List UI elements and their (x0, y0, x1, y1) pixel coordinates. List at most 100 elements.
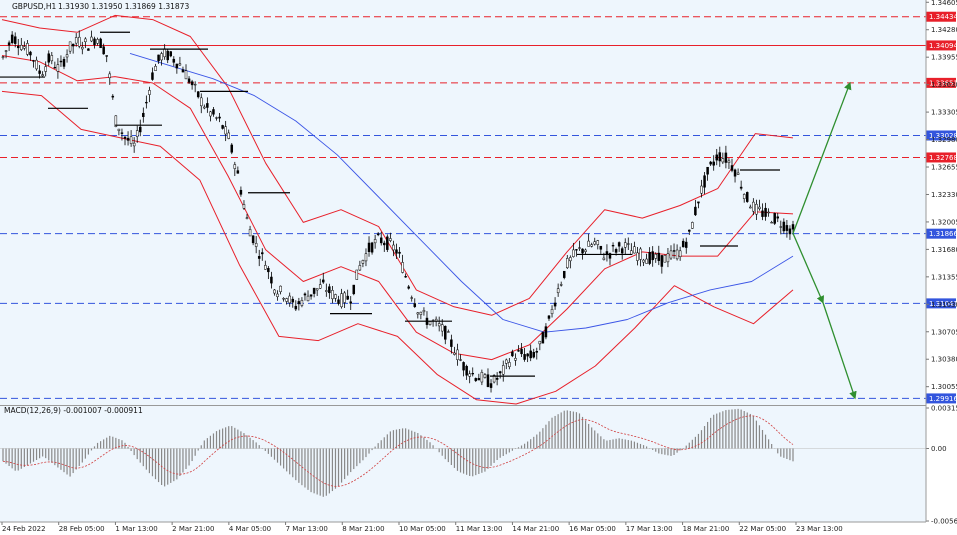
price-tick-label: 1.31355 (931, 273, 957, 281)
candle-body (346, 295, 349, 300)
candle-body (132, 142, 136, 147)
candle-body (233, 164, 237, 169)
candle-body (651, 251, 654, 261)
candle-body (273, 289, 276, 294)
candle-body (666, 253, 670, 263)
candle-body (29, 51, 32, 56)
price-tick-label: 1.32980 (931, 136, 957, 144)
candle-body (501, 365, 505, 375)
candle-body (498, 371, 502, 374)
candle-body (84, 38, 87, 42)
candle-body (221, 125, 224, 129)
price-tick-label: 1.33955 (931, 54, 957, 62)
time-tick-label: 28 Feb 05:00 (59, 525, 105, 533)
candle-body (758, 206, 761, 209)
candle-body (718, 152, 722, 162)
candle-body (267, 268, 270, 273)
candle-body (224, 126, 227, 135)
candle-body (648, 251, 651, 264)
candle-body (383, 242, 386, 246)
candle-body (376, 233, 380, 236)
level-label: 1.33028 (929, 132, 957, 140)
candle-body (733, 169, 737, 177)
candle-body (456, 349, 459, 360)
level-label-box (926, 393, 956, 404)
candle-body (367, 242, 371, 252)
time-tick-label: 2 Mar 21:00 (172, 525, 214, 533)
time-tick-label: 22 Mar 05:00 (739, 525, 786, 533)
level-label-box (926, 77, 956, 88)
candle-body (767, 211, 770, 214)
candle-body (206, 103, 209, 108)
candle-body (492, 375, 496, 383)
candle-body (483, 374, 487, 378)
candle-body (151, 72, 154, 80)
candle-body (142, 112, 145, 117)
candle-body (761, 210, 764, 217)
time-tick-label: 10 Mar 05:00 (399, 525, 446, 533)
candle-body (703, 175, 706, 188)
candle-body (245, 217, 249, 219)
candle-body (117, 128, 121, 131)
candle-body (123, 136, 127, 139)
candle-body (675, 249, 679, 260)
candle-body (129, 136, 133, 144)
candle-body (752, 201, 755, 212)
candle-body (462, 362, 465, 371)
candle-body (410, 297, 413, 299)
candle-body (163, 48, 166, 58)
candle-body (93, 38, 96, 46)
candle-body (562, 270, 566, 278)
symbol-timeframe: GBPUSD,H1 (12, 2, 57, 11)
candle-body (257, 256, 261, 259)
candle-body (422, 310, 426, 313)
candle-body (617, 242, 621, 247)
macd-layer: 0.003158 0.00 -0.005652 (0, 405, 957, 526)
candle-body (486, 374, 490, 387)
candle-body (56, 64, 60, 72)
candle-body (71, 43, 75, 47)
candle-body (17, 45, 20, 49)
candle-body (349, 301, 352, 304)
candle-body (242, 204, 246, 209)
candle-body (730, 165, 734, 171)
candle-body (370, 242, 374, 253)
time-tick-label: 4 Mar 05:00 (229, 525, 271, 533)
candle-body (212, 109, 215, 115)
candle-body (639, 248, 642, 260)
forecast-arrow (822, 302, 857, 400)
candle-body (38, 70, 41, 74)
moving-average (129, 52, 794, 333)
candle-body (389, 238, 392, 241)
candle-body (230, 144, 234, 153)
arrows-layer (792, 81, 857, 400)
candle-body (770, 222, 773, 224)
candle-body (590, 244, 593, 247)
price-tick-label: 1.34280 (931, 26, 957, 34)
level-label: 1.31866 (929, 230, 957, 238)
candle-body (50, 55, 54, 62)
bollinger-upper (1, 14, 794, 316)
candle-body (35, 59, 38, 70)
candle-body (169, 51, 173, 57)
candle-body (294, 305, 298, 310)
candle-body (715, 154, 718, 161)
candle-body (120, 132, 124, 134)
price-tick-label: 1.30380 (931, 356, 957, 364)
candle-body (416, 312, 420, 315)
candle-body (270, 276, 273, 284)
candle-body (291, 298, 295, 303)
candle-body (248, 229, 252, 237)
candle-body (1, 56, 5, 58)
candle-body (288, 295, 291, 304)
candle-body (453, 352, 456, 355)
candle-body (215, 117, 218, 119)
level-label-box (926, 11, 956, 22)
candle-body (697, 201, 700, 204)
candle-body (553, 302, 557, 307)
candle-body (596, 240, 600, 245)
candle-body (511, 351, 514, 357)
candle-body (297, 301, 301, 305)
candle-body (419, 311, 423, 315)
